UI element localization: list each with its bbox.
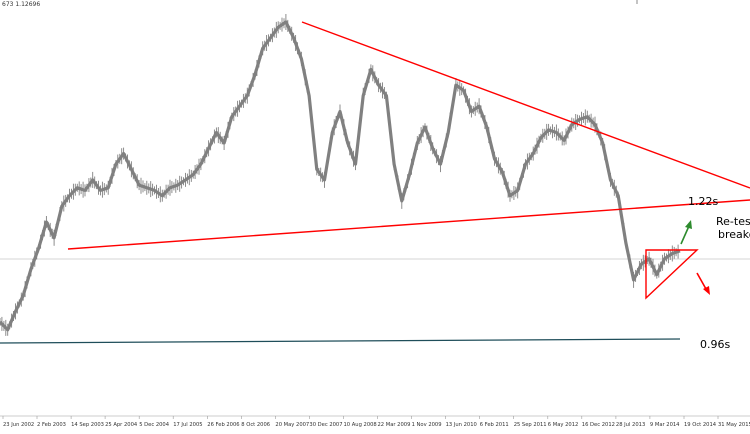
x-tick-label: 9 Mar 2014 xyxy=(650,422,680,428)
x-tick-label: 5 Dec 2004 xyxy=(139,422,170,428)
x-tick-label: 1 Nov 2009 xyxy=(412,422,442,428)
descending-trendline xyxy=(301,21,750,189)
x-tick-label: 16 Dec 2012 xyxy=(582,422,615,428)
x-tick-label: 23 Jun 2002 xyxy=(3,422,34,428)
x-tick-label: 8 Oct 2006 xyxy=(241,422,270,428)
price-series xyxy=(0,14,681,336)
x-tick-label: 31 May 2015 xyxy=(718,422,750,428)
annotation-breakout: breako xyxy=(718,228,750,241)
up-arrow xyxy=(680,220,692,245)
x-tick-label: 10 Aug 2008 xyxy=(344,422,377,428)
x-tick-label: 20 May 2007 xyxy=(275,422,309,428)
x-tick-label: 25 Sep 2011 xyxy=(514,422,547,428)
x-tick-label: 6 Feb 2011 xyxy=(480,422,509,428)
price-line-series-0 xyxy=(0,20,681,332)
x-tick-label: 30 Dec 2007 xyxy=(309,422,342,428)
x-tick-label: 26 Feb 2006 xyxy=(207,422,239,428)
x-tick-label: 28 Jul 2013 xyxy=(616,422,645,428)
x-axis-ticks: 23 Jun 2002 2 Feb 2003 14 Sep 2003 25 Apr 2… xyxy=(2,416,750,428)
down-arrow xyxy=(696,272,710,295)
support-line xyxy=(0,338,681,344)
x-tick-label: 6 May 2012 xyxy=(548,422,579,428)
level-label-2: 0.96s xyxy=(700,338,730,351)
x-tick-label: 14 Sep 2003 xyxy=(71,422,104,428)
ascending-trendline xyxy=(67,199,750,250)
triangle-pattern xyxy=(645,249,699,300)
chart-header-text: 673 1.12696 xyxy=(2,1,41,8)
x-tick-label: 2 Feb 2003 xyxy=(37,422,66,428)
x-tick-label: 19 Oct 2014 xyxy=(684,422,717,428)
x-tick-label: 25 Apr 2004 xyxy=(105,422,138,428)
x-tick-label: 13 Jun 2010 xyxy=(446,422,477,428)
annotation-retest: Re-test xyxy=(716,215,750,228)
x-tick-label: 22 Mar 2009 xyxy=(378,422,411,428)
level-label-1: 1.22s xyxy=(688,195,718,208)
x-tick-label: 17 Jul 2005 xyxy=(173,422,202,428)
